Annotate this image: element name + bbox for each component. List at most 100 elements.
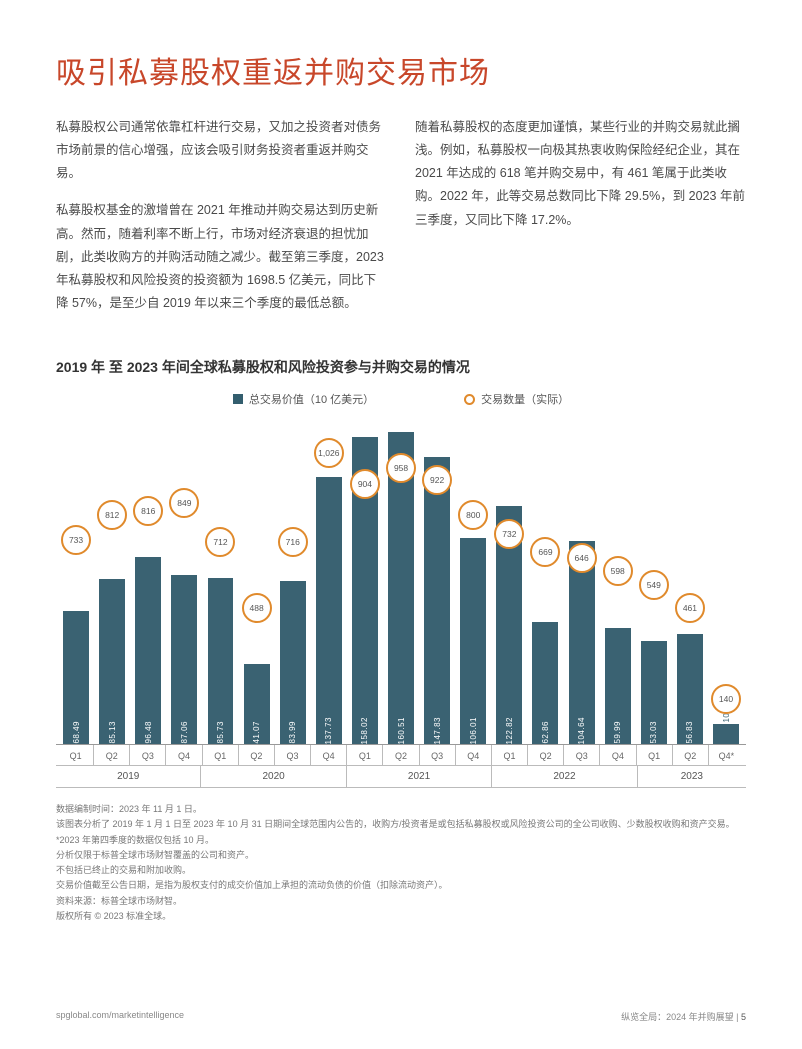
year-label: 2019: [56, 766, 201, 787]
x-tick-label: Q2: [528, 745, 564, 765]
x-tick-label: Q1: [203, 745, 239, 765]
footer-url: spglobal.com/marketintelligence: [56, 1010, 184, 1023]
year-label: 2023: [638, 766, 746, 787]
year-label: 2020: [201, 766, 346, 787]
deal-count-marker: 1,026: [314, 438, 344, 468]
bar: 10.20: [713, 724, 739, 744]
bar: 41.07: [244, 664, 270, 744]
bar-slot: 160.51 958: [383, 415, 419, 744]
x-tick-label: Q4: [600, 745, 636, 765]
bar-value-label: 68.49: [72, 718, 81, 744]
chart-plot-area: 68.49 73385.13812 96.48 816 87.06 849 85.73 712…: [56, 415, 746, 745]
x-tick-label: Q1: [637, 745, 673, 765]
x-tick-label: Q4: [311, 745, 347, 765]
bars-row: 68.49 73385.13812 96.48 816 87.06 849 85.73 712…: [56, 415, 746, 744]
x-tick-label: Q3: [275, 745, 311, 765]
footnote-5: 不包括已终止的交易和附加收购。: [56, 863, 746, 878]
deal-count-marker: 812: [97, 500, 127, 530]
legend-bars: 总交易价值（10 亿美元）: [233, 391, 374, 407]
year-label: 2021: [347, 766, 492, 787]
bar-value-label: 158.02: [360, 714, 369, 744]
bar-value-label: 160.51: [397, 714, 406, 744]
footnote-7: 资料来源：标普全球市场财智。: [56, 894, 746, 909]
x-tick-label: Q4: [166, 745, 202, 765]
deal-count-marker: 849: [169, 488, 199, 518]
footnote-1: 数据编制时间：2023 年 11 月 1 日。: [56, 802, 746, 817]
deal-count-marker: 598: [603, 556, 633, 586]
deal-count-marker: 716: [278, 527, 308, 557]
bar-value-label: 85.73: [216, 718, 225, 744]
chart-legend: 总交易价值（10 亿美元） 交易数量（实际）: [56, 391, 746, 407]
bar-value-label: 59.99: [613, 718, 622, 744]
bar: 83.99: [280, 581, 306, 744]
legend-bar-label: 总交易价值（10 亿美元）: [249, 391, 374, 407]
bar-slot: 56.83461: [672, 415, 708, 744]
bar-value-label: 53.03: [649, 718, 658, 744]
x-tick-label: Q1: [347, 745, 383, 765]
deal-count-marker: 816: [133, 496, 163, 526]
legend-bar-swatch: [233, 394, 243, 404]
footer-page-number: 5: [741, 1012, 746, 1022]
x-tick-label: Q3: [130, 745, 166, 765]
bar-slot: 41.07 488: [239, 415, 275, 744]
bar-slot: 122.82732: [491, 415, 527, 744]
x-tick-label: Q4*: [709, 745, 744, 765]
bar-slot: 87.06 849: [166, 415, 202, 744]
legend-circle-swatch: [464, 394, 475, 405]
deal-count-marker: 800: [458, 500, 488, 530]
bar: 85.73: [208, 578, 234, 744]
bar-slot: 59.99 598: [600, 415, 636, 744]
bar-value-label: 87.06: [180, 718, 189, 744]
bar-slot: 83.99 716: [275, 415, 311, 744]
footnote-6: 交易价值截至公告日期，是指为股权支付的成交价值加上承担的流动负债的价值（扣除流动…: [56, 878, 746, 893]
deal-count-marker: 646: [567, 543, 597, 573]
deal-count-marker: 958: [386, 453, 416, 483]
page-footer: spglobal.com/marketintelligence 纵览全局：202…: [56, 1010, 746, 1023]
footnote-3: *2023 年第四季度的数据仅包括 10 月。: [56, 833, 746, 848]
deal-count-marker: 140: [711, 684, 741, 714]
bar-value-label: 147.83: [433, 714, 442, 744]
bar: 53.03: [641, 641, 667, 744]
bar-slot: 147.83922: [419, 415, 455, 744]
bar: 87.06: [171, 575, 197, 744]
legend-line-label: 交易数量（实际）: [481, 391, 569, 407]
x-tick-label: Q4: [456, 745, 492, 765]
x-tick-label: Q2: [673, 745, 709, 765]
bar-value-label: 137.73: [324, 714, 333, 744]
bar-slot: 85.13812: [94, 415, 130, 744]
left-column: 私募股权公司通常依靠杠杆进行交易，又加之投资者对债务市场前景的信心增强，应该会吸…: [56, 116, 387, 329]
bar-slot: 68.49 733: [58, 415, 94, 744]
right-column: 随着私募股权的态度更加谨慎，某些行业的并购交易就此搁浅。例如，私募股权一向极其热…: [415, 116, 746, 329]
footer-doc-title: 纵览全局：2024 年并购展望: [621, 1012, 734, 1022]
deal-count-marker: 712: [205, 527, 235, 557]
para-right-1: 随着私募股权的态度更加谨慎，某些行业的并购交易就此搁浅。例如，私募股权一向极其热…: [415, 116, 746, 232]
deal-count-marker: 488: [242, 593, 272, 623]
chart-title: 2019 年 至 2023 年间全球私募股权和风险投资参与并购交易的情况: [56, 357, 746, 377]
bar-slot: 158.02904: [347, 415, 383, 744]
bar-value-label: 104.64: [577, 714, 586, 744]
deal-count-marker: 549: [639, 570, 669, 600]
bar-value-label: 96.48: [144, 718, 153, 744]
page-title: 吸引私募股权重返并购交易市场: [56, 48, 746, 92]
bar-value-label: 41.07: [252, 718, 261, 744]
x-axis-years: 20192020202120222023: [56, 765, 746, 788]
bar: 106.01: [460, 538, 486, 744]
bar-value-label: 83.99: [288, 718, 297, 744]
year-label: 2022: [492, 766, 637, 787]
bar: 68.49: [63, 611, 89, 744]
para-left-1: 私募股权公司通常依靠杠杆进行交易，又加之投资者对债务市场前景的信心增强，应该会吸…: [56, 116, 387, 185]
footnote-8: 版权所有 © 2023 标准全球。: [56, 909, 746, 924]
x-tick-label: Q2: [383, 745, 419, 765]
x-tick-label: Q1: [492, 745, 528, 765]
bar-slot: 53.03 549: [636, 415, 672, 744]
footnote-4: 分析仅限于标普全球市场财智覆盖的公司和资产。: [56, 848, 746, 863]
legend-line: 交易数量（实际）: [464, 391, 569, 407]
x-tick-label: Q2: [94, 745, 130, 765]
x-tick-label: Q3: [564, 745, 600, 765]
bar-slot: 137.73 1,026: [311, 415, 347, 744]
deal-count-marker: 733: [61, 525, 91, 555]
bar-value-label: 56.83: [685, 718, 694, 744]
footer-right: 纵览全局：2024 年并购展望 | 5: [621, 1010, 746, 1023]
x-tick-label: Q1: [58, 745, 94, 765]
bar: 137.73: [316, 477, 342, 744]
